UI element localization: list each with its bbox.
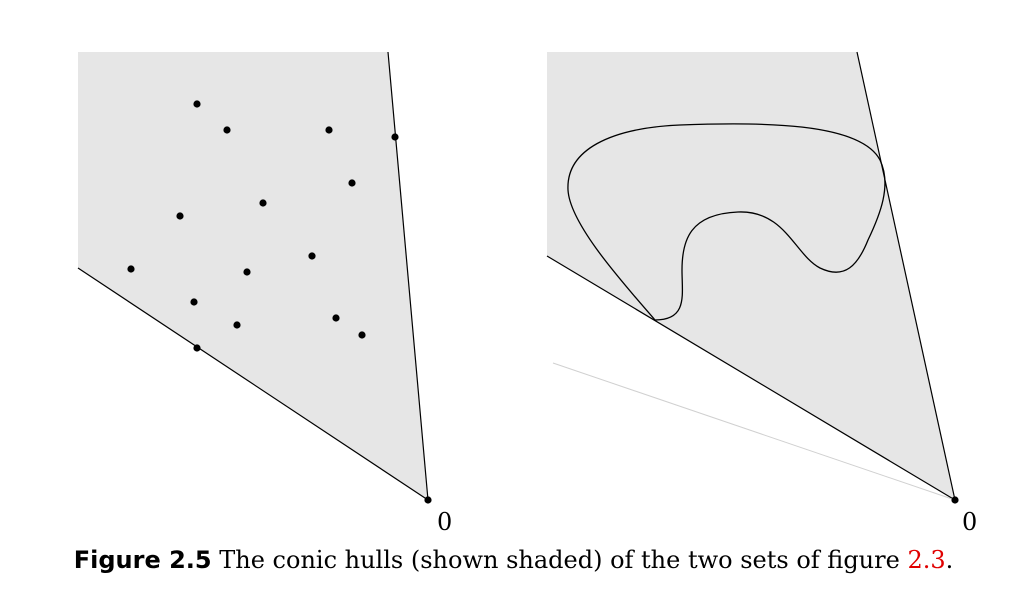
left-origin-label: 0 [437, 508, 452, 536]
right-hull-edge-lower [546, 255, 956, 501]
right-panel: 0 [546, 51, 977, 536]
caption-end: . [945, 546, 954, 574]
right-origin-label: 0 [962, 508, 977, 536]
right-conic-hull [547, 52, 955, 500]
left-point [391, 133, 399, 141]
figure-reference-link[interactable]: 2.3 [907, 546, 946, 574]
left-point [176, 212, 184, 220]
left-hull-edge-upper [387, 51, 429, 501]
caption-text: The conic hulls (shown shaded) of the tw… [211, 546, 908, 574]
left-point [308, 252, 316, 260]
left-point [190, 298, 198, 306]
figure-label: Figure 2.5 [73, 546, 212, 574]
left-point [325, 126, 333, 134]
left-point-set [127, 100, 399, 352]
left-point [193, 100, 201, 108]
left-hull-edge-lower [77, 267, 429, 501]
left-point [223, 126, 231, 134]
right-origin-point [951, 496, 959, 504]
left-point [243, 268, 251, 276]
figure-graphic: 0 0 [77, 51, 977, 536]
left-point [348, 179, 356, 187]
left-point [259, 199, 267, 207]
right-faint-ray [552, 362, 956, 501]
left-origin-point [424, 496, 432, 504]
right-hull-edge-upper [856, 51, 956, 501]
left-panel: 0 [77, 51, 452, 536]
right-curved-set [567, 123, 886, 321]
left-point [358, 331, 366, 339]
left-point [127, 265, 135, 273]
left-conic-hull [78, 52, 428, 500]
left-point [233, 321, 241, 329]
left-point [193, 344, 201, 352]
figure-caption: Figure 2.5 The conic hulls (shown shaded… [0, 546, 1027, 574]
left-point [332, 314, 340, 322]
